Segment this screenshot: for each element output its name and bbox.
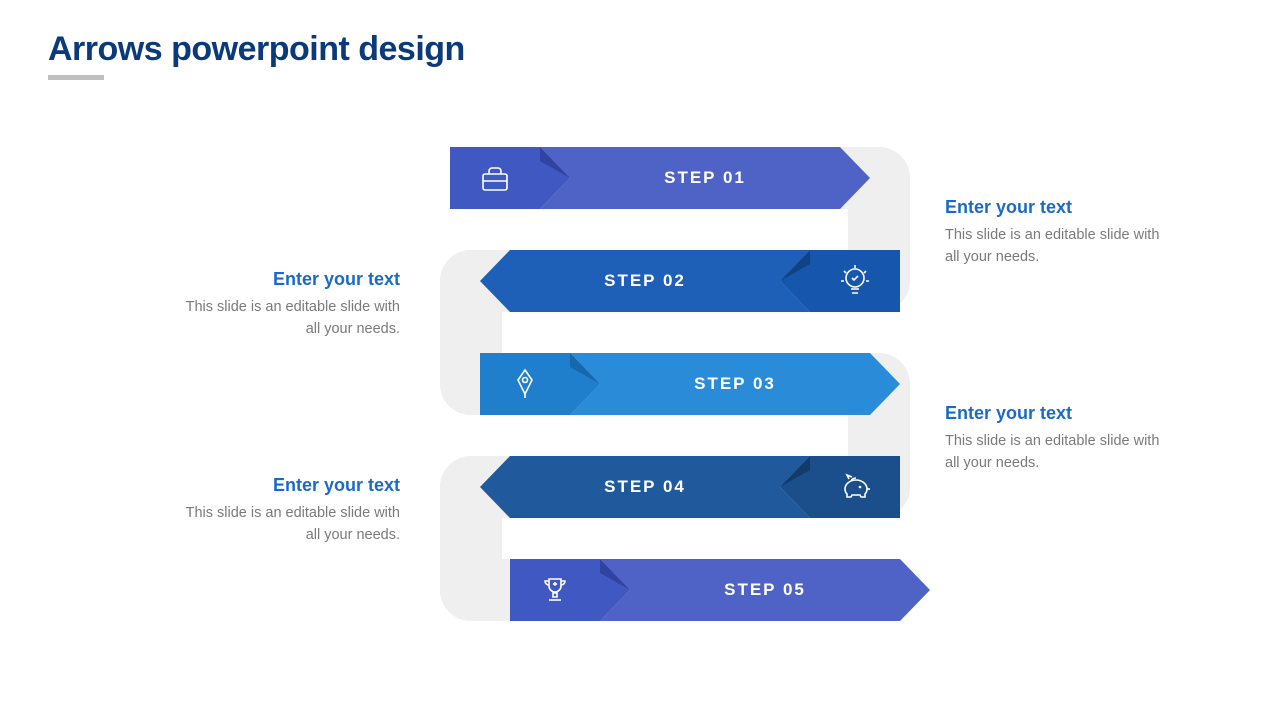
text-body: This slide is an editable slide with all… (180, 502, 400, 547)
step-label: STEP 05 (600, 559, 930, 621)
step-arrow-4: STEP 04 (480, 456, 900, 518)
text-heading: Enter your text (180, 269, 400, 290)
step-text-4: Enter your text This slide is an editable… (180, 475, 400, 547)
text-heading: Enter your text (945, 403, 1165, 424)
step-text-3: Enter your text This slide is an editable… (945, 403, 1165, 475)
pen-icon (480, 353, 570, 415)
briefcase-icon (450, 147, 540, 209)
slide: Arrows powerpoint design STEP 01 STEP 02… (0, 0, 1280, 720)
page-title: Arrows powerpoint design (48, 30, 465, 69)
text-body: This slide is an editable slide with all… (945, 430, 1165, 475)
title-underline (48, 75, 104, 80)
trophy-icon (510, 559, 600, 621)
bulb-icon (810, 250, 900, 312)
title-block: Arrows powerpoint design (48, 30, 465, 80)
step-arrow-5: STEP 05 (510, 559, 930, 621)
step-label: STEP 01 (540, 147, 870, 209)
step-label: STEP 03 (570, 353, 900, 415)
text-heading: Enter your text (180, 475, 400, 496)
piggy-icon (810, 456, 900, 518)
text-body: This slide is an editable slide with all… (945, 224, 1165, 269)
text-heading: Enter your text (945, 197, 1165, 218)
step-arrow-2: STEP 02 (480, 250, 900, 312)
step-arrow-3: STEP 03 (480, 353, 900, 415)
text-body: This slide is an editable slide with all… (180, 296, 400, 341)
step-text-1: Enter your text This slide is an editable… (945, 197, 1165, 269)
step-arrow-1: STEP 01 (450, 147, 870, 209)
step-text-2: Enter your text This slide is an editable… (180, 269, 400, 341)
step-label: STEP 02 (480, 250, 810, 312)
step-label: STEP 04 (480, 456, 810, 518)
